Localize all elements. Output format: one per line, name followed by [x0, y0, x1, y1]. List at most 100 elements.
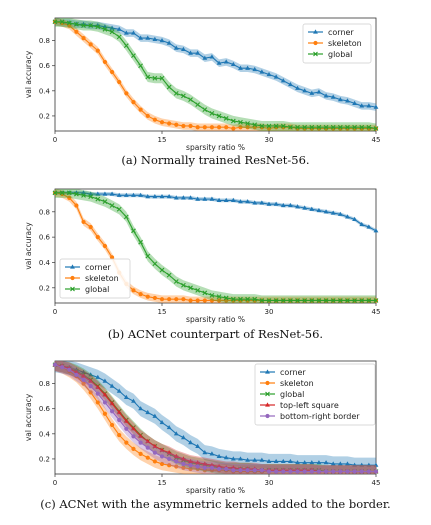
confidence-band — [55, 361, 376, 474]
data-point — [131, 30, 136, 35]
data-point — [181, 461, 186, 467]
legend-marker — [265, 369, 270, 374]
data-point — [245, 125, 250, 130]
series-global — [52, 189, 379, 303]
data-point — [109, 29, 115, 35]
data-point — [145, 253, 151, 259]
x-tick-label: 15 — [158, 479, 167, 487]
data-point — [252, 66, 258, 72]
data-point — [373, 469, 379, 474]
data-point — [309, 90, 315, 95]
data-point — [209, 462, 215, 467]
data-point — [238, 125, 243, 130]
data-point — [330, 124, 336, 130]
data-point — [352, 216, 357, 221]
data-point — [195, 196, 201, 201]
data-point — [281, 469, 286, 474]
data-point — [259, 457, 265, 462]
series-line — [54, 364, 376, 473]
x-axis-label: sparsity ratio % — [186, 315, 245, 324]
data-point — [302, 88, 308, 93]
data-point — [109, 401, 115, 406]
data-point — [202, 196, 208, 201]
data-point — [95, 235, 100, 240]
data-point — [216, 298, 222, 303]
data-point — [209, 111, 215, 116]
data-point — [145, 35, 151, 40]
data-point — [266, 469, 272, 474]
data-point — [302, 469, 307, 474]
data-point — [330, 298, 336, 303]
data-point — [123, 30, 129, 35]
data-point — [345, 98, 350, 103]
data-point — [366, 462, 372, 467]
data-point — [216, 294, 222, 300]
data-point — [116, 206, 122, 212]
data-point — [209, 54, 215, 59]
data-point — [259, 200, 265, 205]
data-point — [95, 24, 101, 30]
data-point — [152, 261, 158, 267]
data-point — [266, 201, 272, 206]
data-point — [366, 298, 372, 303]
data-point — [131, 192, 136, 197]
data-point — [159, 194, 165, 199]
data-point — [166, 84, 172, 90]
data-point — [238, 119, 243, 125]
data-point — [131, 398, 136, 403]
data-point — [152, 117, 157, 122]
data-point — [295, 85, 300, 90]
data-point — [245, 296, 250, 302]
data-point — [159, 75, 165, 81]
data-point — [88, 42, 93, 47]
data-point — [216, 453, 222, 459]
legend: corner skeleton global top-left square botto… — [254, 363, 376, 426]
data-point — [67, 195, 72, 200]
legend-label: corner — [328, 28, 354, 37]
data-point — [195, 443, 201, 448]
data-point — [109, 409, 115, 414]
data-point — [145, 438, 151, 443]
legend-marker — [70, 286, 75, 292]
x-tick-label: 30 — [265, 308, 274, 316]
data-point — [330, 94, 336, 99]
data-point — [216, 113, 222, 119]
data-point — [95, 384, 101, 389]
data-point — [345, 469, 350, 474]
data-point — [138, 35, 143, 40]
data-point — [116, 192, 122, 197]
data-point — [309, 298, 315, 303]
data-point — [102, 378, 108, 383]
data-point — [223, 59, 229, 64]
data-point — [366, 224, 372, 229]
data-point — [173, 195, 179, 200]
data-point — [138, 433, 143, 438]
data-point — [366, 469, 371, 474]
plot-frame — [54, 17, 377, 132]
data-point — [316, 469, 322, 474]
figure-caption: (b) ACNet counterpart of ResNet-56. — [108, 327, 323, 341]
data-point — [252, 296, 258, 302]
data-point — [238, 468, 243, 473]
data-point — [181, 434, 186, 440]
data-point — [124, 440, 129, 445]
data-point — [138, 239, 143, 245]
data-point — [88, 23, 94, 28]
series-global — [52, 18, 379, 131]
data-point — [202, 290, 208, 296]
data-point — [252, 122, 258, 128]
data-point — [337, 461, 343, 466]
y-tick-label: 0.8 — [39, 37, 50, 45]
data-point — [202, 107, 208, 113]
data-point — [216, 60, 222, 65]
data-point — [195, 287, 201, 293]
legend-box — [302, 23, 372, 64]
legend-marker — [70, 264, 75, 269]
legend-label: global — [85, 285, 109, 294]
data-point — [288, 458, 293, 464]
data-point — [102, 191, 108, 196]
data-point — [316, 207, 322, 213]
data-point — [224, 466, 229, 472]
data-point — [259, 69, 265, 74]
